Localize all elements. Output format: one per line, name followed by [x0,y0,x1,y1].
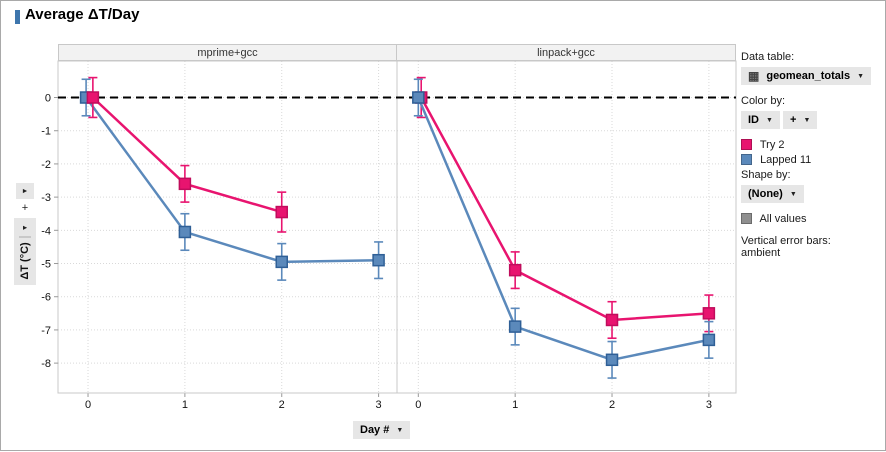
legend-label-lapped11: Lapped 11 [760,154,812,166]
title-accent-bar [15,10,20,24]
svg-text:-3: -3 [41,192,51,204]
svg-text:0: 0 [85,399,91,411]
color-by-value: ID [748,114,759,126]
x-axis-selector[interactable]: Day # ▼ [353,421,411,439]
legend-sidebar: Data table: ▦ geomean_totals ▼ Color by:… [741,51,883,259]
svg-text:-4: -4 [41,225,51,237]
panel-header-mprime: mprime+gcc [58,44,397,61]
color-by-caret-icon: ▼ [766,116,773,124]
data-table-label: Data table: [741,51,795,63]
y-axis-caret-icon: ▼ [21,223,29,231]
shape-by-value: (None) [748,188,783,200]
page-title: Average ΔT/Day [25,6,140,23]
color-by-add-caret-icon: ▼ [803,116,811,124]
visualization-title-bar[interactable]: Average ΔT/Day [1,1,885,35]
data-table-caret-icon: ▼ [857,72,865,80]
legend-swatch-try2 [741,139,752,150]
color-by-selector[interactable]: ID ▼ [741,111,780,129]
color-by-plus: + [790,114,797,126]
svg-text:-7: -7 [41,325,51,337]
y-axis-selector[interactable]: ΔT (°C) ▼ [14,218,36,285]
svg-text:-6: -6 [41,292,51,304]
legend-swatch-lapped11 [741,154,752,165]
legend-item-lapped11[interactable]: Lapped 11 [741,154,883,166]
svg-text:3: 3 [706,399,712,411]
y-axis-selector-divider [19,235,31,237]
shape-by-selector[interactable]: (None) ▼ [741,185,804,203]
y-axis-plus-icon[interactable]: + [21,202,29,214]
svg-text:2: 2 [609,399,615,411]
color-by-label: Color by: [741,95,786,107]
svg-text:2: 2 [279,399,285,411]
all-values-label: All values [759,213,807,225]
all-values-swatch [741,213,752,224]
legend-item-try2[interactable]: Try 2 [741,139,883,151]
shape-by-label: Shape by: [741,169,791,181]
y-axis-selector-label: ΔT (°C) [19,241,31,280]
error-bars-value: ambient [741,247,781,259]
svg-text:-8: -8 [41,358,51,370]
color-by-add-selector[interactable]: + ▼ [783,111,818,129]
svg-text:1: 1 [182,399,188,411]
x-axis-selector-label: Day # [360,424,390,436]
data-table-selector[interactable]: ▦ geomean_totals ▼ [741,67,872,85]
svg-text:0: 0 [415,399,421,411]
data-table-icon: ▦ [748,69,760,83]
y-axis-add-caret-icon[interactable]: ► [16,183,34,199]
error-bars-label: Vertical error bars: [741,235,831,247]
svg-text:-2: -2 [41,159,51,171]
svg-text:-5: -5 [41,259,51,271]
svg-text:-1: -1 [41,126,51,138]
svg-text:1: 1 [512,399,518,411]
svg-text:0: 0 [45,93,51,105]
all-values-item[interactable]: All values [741,213,883,225]
shape-by-caret-icon: ▼ [789,190,797,198]
x-axis-caret-icon: ▼ [396,426,404,434]
svg-text:3: 3 [376,399,382,411]
legend-label-try2: Try 2 [759,139,785,151]
data-table-value: geomean_totals [766,70,851,82]
panel-header-linpack: linpack+gcc [396,44,736,61]
